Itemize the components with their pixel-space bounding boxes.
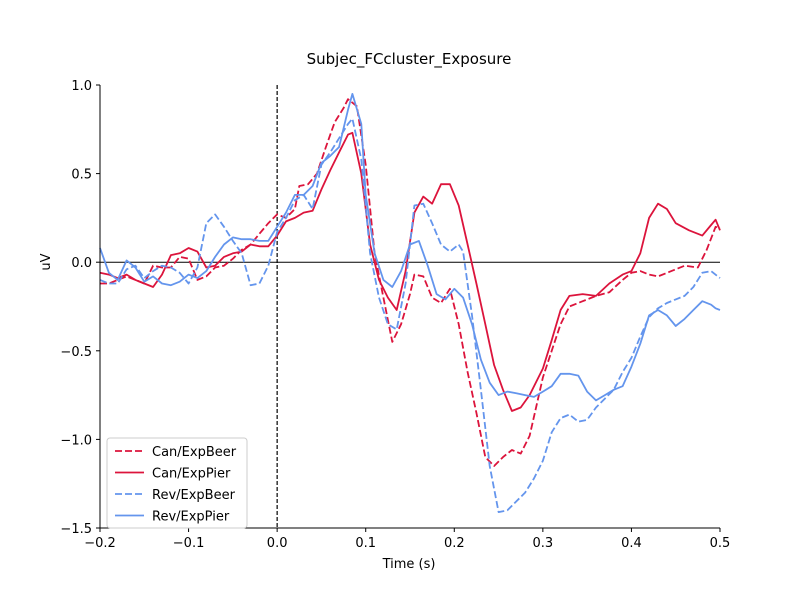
legend: Can/ExpBeer Can/ExpPier Rev/ExpBeer Rev/Exp… bbox=[106, 437, 248, 529]
x-tick-label: 0.0 bbox=[267, 536, 288, 551]
y-axis-title: uV bbox=[39, 253, 54, 270]
y-tick-label: 1.0 bbox=[71, 79, 92, 94]
series-line-3 bbox=[99, 93, 721, 402]
plot-area: −0.2 −0.1 0.0 0.1 0.2 0.3 0.4 0.5 −1.5 −1.0 −0.5 0.… bbox=[60, 79, 730, 551]
y-tick-label: 0.5 bbox=[71, 168, 92, 183]
x-tick-label: 0.1 bbox=[355, 536, 376, 551]
chart-title: Subjec_FCcluster_Exposure bbox=[307, 50, 512, 69]
series-line-1 bbox=[99, 131, 721, 412]
legend-label: Can/ExpBeer bbox=[152, 445, 237, 460]
y-tick-label: −0.5 bbox=[60, 345, 92, 360]
y-tick-label: 0.0 bbox=[71, 256, 92, 271]
x-tick-label: 0.2 bbox=[444, 536, 465, 551]
x-axis-title: Time (s) bbox=[382, 557, 436, 572]
legend-label: Rev/ExpBeer bbox=[152, 488, 236, 503]
x-tick-label: 0.4 bbox=[621, 536, 642, 551]
legend-label: Rev/ExpPier bbox=[152, 510, 230, 525]
y-tick-label: −1.5 bbox=[60, 522, 92, 537]
x-tick-label: −0.2 bbox=[84, 536, 116, 551]
series-line-0 bbox=[100, 98, 721, 467]
legend-box bbox=[106, 437, 248, 529]
x-tick-label: 0.3 bbox=[533, 536, 554, 551]
x-tick-label: 0.5 bbox=[710, 536, 731, 551]
legend-label: Can/ExpPier bbox=[152, 467, 231, 482]
x-tick-label: −0.1 bbox=[173, 536, 205, 551]
y-tick-label: −1.0 bbox=[60, 433, 92, 448]
